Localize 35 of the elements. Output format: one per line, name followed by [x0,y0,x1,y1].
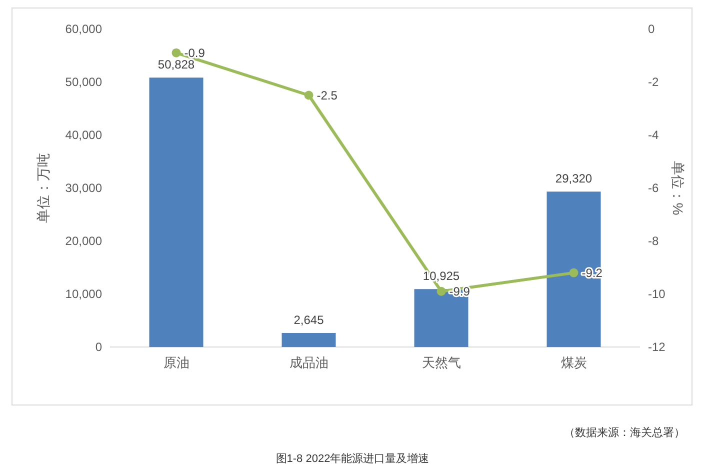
data-label: 2,645 [294,312,324,327]
x-tick-label: 煤炭 [560,355,587,370]
y2-tick-label: -12 [648,340,666,354]
y2-tick-label: -2 [648,75,659,89]
text: （数据来源：海关总署） [564,426,685,439]
y2-axis-title: 单位：% [670,160,686,216]
point [436,286,446,296]
y-tick-label: 40,000 [65,128,102,142]
point [304,90,314,100]
bar [414,289,468,347]
y-axis-title: 单位：万吨 [35,153,51,223]
y-tick-label: 0 [95,340,102,354]
y2-tick-label: -10 [648,287,666,301]
bar [282,332,336,347]
point [172,48,181,58]
y-tick-label: 60,000 [65,22,102,36]
data-label: 50,828 [158,58,195,72]
bar [149,78,204,347]
data-label: -0.9 [184,46,206,60]
data-label: 29,320 [555,172,592,186]
point [569,268,578,278]
x-tick-label: 原油 [163,355,190,370]
y2-tick-label: 0 [648,22,655,36]
y-tick-label: 30,000 [65,181,102,195]
y2-tick-label: -4 [648,128,659,142]
x-tick-label: 天然气 [422,355,461,370]
data-label: -2.5 [316,88,338,102]
y-tick-label: 20,000 [65,234,102,248]
y2-tick-label: -6 [648,181,659,195]
y-tick-label: 10,000 [65,287,102,301]
text: 图1-8 2022年能源进口量及增速 [276,452,430,465]
y-tick-label: 50,000 [65,75,102,89]
y2-tick-label: -8 [648,234,659,248]
bar [546,192,601,347]
x-tick-label: 成品油 [289,355,328,370]
